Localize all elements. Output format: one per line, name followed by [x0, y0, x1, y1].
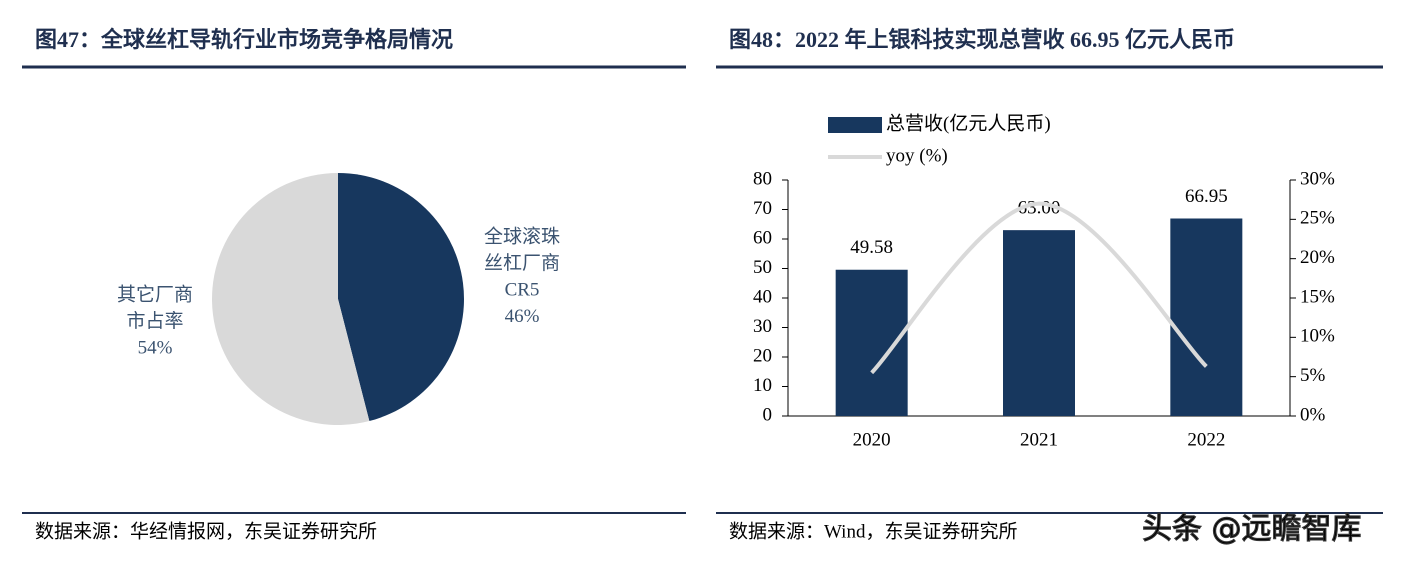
y2-tick-label: 5%: [1300, 365, 1326, 386]
bar-value-label: 63.00: [1018, 198, 1061, 219]
pie-slice: [212, 173, 370, 425]
x-tick-label: 2022: [1187, 429, 1225, 450]
y2-tick-label: 15%: [1300, 286, 1335, 307]
pie-slice: [338, 173, 465, 422]
legend-swatch: [828, 117, 882, 133]
pie-label: 全球滚珠: [484, 225, 560, 247]
pie-label: 丝杠厂商: [484, 252, 560, 274]
y2-tick-label: 30%: [1300, 168, 1335, 189]
y-tick-label: 10: [753, 375, 772, 396]
pie-value-label: 54%: [138, 337, 173, 358]
y-tick-label: 60: [753, 227, 772, 248]
y-tick-label: 30: [753, 316, 772, 337]
legend-label: yoy (%): [886, 145, 948, 166]
figure-source: 数据来源：华经情报网，东吴证券研究所: [35, 520, 377, 542]
pie-label: CR5: [505, 279, 540, 300]
y-tick-label: 40: [753, 286, 772, 307]
bar: [1003, 230, 1075, 416]
y2-tick-label: 20%: [1300, 247, 1335, 268]
y-tick-label: 20: [753, 345, 772, 366]
bar-value-label: 49.58: [850, 237, 893, 258]
y2-tick-label: 0%: [1300, 404, 1326, 425]
x-tick-label: 2020: [853, 429, 891, 450]
line-series: [870, 201, 1208, 375]
y2-tick-label: 10%: [1300, 326, 1335, 347]
figure-title: 图48：2022 年上银科技实现总营收 66.95 亿元人民币: [729, 27, 1235, 52]
y-tick-label: 50: [753, 257, 772, 278]
figure-source: 数据来源：Wind，东吴证券研究所: [729, 520, 1017, 542]
y-tick-label: 80: [753, 168, 772, 189]
pie-label: 市占率: [126, 310, 183, 332]
legend-label: 总营收(亿元人民币): [886, 112, 1051, 134]
bar: [1170, 218, 1243, 416]
y2-tick-label: 25%: [1300, 208, 1335, 229]
figure-title: 图47：全球丝杠导轨行业市场竞争格局情况: [35, 27, 453, 52]
pie-value-label: 46%: [505, 306, 540, 327]
bar-value-label: 66.95: [1185, 186, 1228, 207]
y-tick-label: 70: [753, 198, 772, 219]
y-tick-label: 0: [763, 404, 773, 425]
watermark: 头条 @远瞻智库: [1142, 512, 1362, 547]
pie-label: 其它厂商: [117, 283, 193, 305]
x-tick-label: 2021: [1020, 429, 1058, 450]
